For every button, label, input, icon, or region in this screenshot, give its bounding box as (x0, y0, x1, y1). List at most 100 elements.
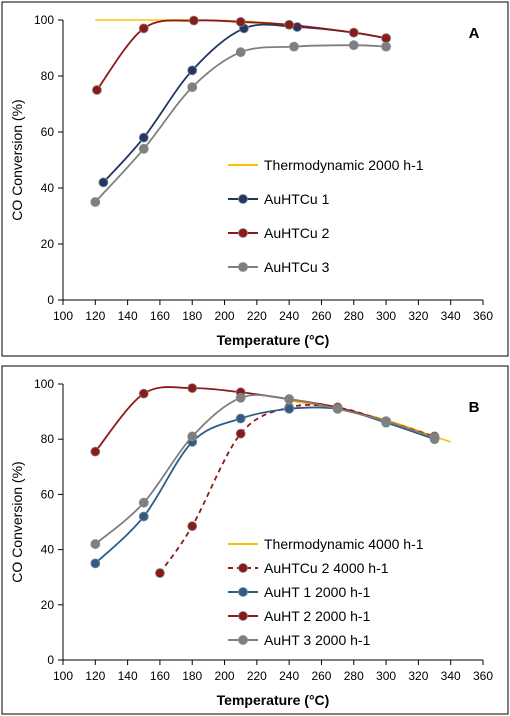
data-point (429, 432, 440, 443)
x-tick-label: 100 (53, 669, 73, 683)
y-tick-label: 20 (41, 237, 55, 251)
legend-label: AuHT 3 2000 h-1 (264, 632, 371, 648)
data-point (381, 41, 391, 52)
legend-label: AuHT 1 2000 h-1 (264, 584, 371, 600)
y-tick-label: 60 (41, 125, 55, 139)
y-tick-label: 0 (47, 293, 54, 307)
x-axis-label: Temperature (°C) (217, 692, 330, 708)
data-point (284, 394, 295, 405)
data-point (235, 17, 246, 27)
x-tick-label: 100 (53, 309, 73, 323)
data-point (235, 392, 246, 403)
data-point (92, 85, 102, 95)
data-point (138, 132, 149, 143)
legend-label: Thermodynamic 4000 h-1 (264, 536, 424, 552)
data-point (289, 41, 299, 52)
x-tick-label: 340 (441, 669, 461, 683)
y-tick-label: 40 (41, 543, 55, 557)
data-point (187, 65, 198, 76)
legend-label: Thermodynamic 2000 h-1 (264, 157, 424, 173)
y-axis-label: CO Conversion (%) (9, 461, 25, 582)
data-point (90, 446, 101, 457)
x-tick-label: 340 (441, 309, 461, 323)
data-point (332, 403, 343, 414)
x-tick-label: 120 (85, 669, 105, 683)
x-tick-label: 220 (247, 309, 267, 323)
data-point (284, 403, 295, 414)
x-tick-label: 280 (344, 669, 364, 683)
legend-swatch-marker (238, 262, 248, 272)
data-point (235, 428, 246, 439)
x-tick-label: 160 (150, 669, 170, 683)
x-tick-label: 140 (118, 309, 138, 323)
legend-label: AuHT 2 2000 h-1 (264, 608, 371, 624)
legend-swatch-marker (238, 194, 248, 204)
data-point (187, 383, 198, 394)
x-tick-label: 180 (182, 309, 202, 323)
y-tick-label: 60 (41, 487, 55, 501)
data-point (138, 23, 149, 34)
panel-b: 100 120 140 160 180 200 220 240 260 280 300 320 340 3… (1, 365, 509, 715)
x-tick-label: 200 (215, 309, 235, 323)
panel-label: A (469, 25, 480, 42)
data-point (235, 47, 246, 58)
legend-swatch-marker (238, 563, 248, 573)
legend-swatch-marker (238, 611, 248, 621)
x-tick-label: 300 (376, 309, 396, 323)
data-point (381, 416, 391, 427)
data-point (187, 431, 198, 442)
data-point (187, 82, 198, 93)
x-tick-label: 260 (311, 669, 331, 683)
x-tick-label: 140 (118, 669, 138, 683)
x-tick-label: 320 (408, 309, 428, 323)
x-tick-label: 180 (182, 669, 202, 683)
x-tick-label: 200 (215, 669, 235, 683)
data-point (348, 40, 359, 51)
data-point (98, 177, 109, 188)
x-tick-label: 120 (85, 309, 105, 323)
y-axis-label: CO Conversion (%) (9, 99, 25, 220)
data-point (138, 511, 149, 522)
x-tick-label: 240 (279, 309, 299, 323)
data-point (138, 143, 149, 154)
y-tick-label: 100 (34, 377, 54, 391)
y-tick-label: 20 (41, 598, 55, 612)
data-point (235, 413, 246, 424)
legend-swatch-marker (238, 228, 248, 238)
data-point (187, 521, 198, 532)
legend-swatch-marker (238, 587, 248, 597)
panel-frame (1, 365, 509, 715)
x-tick-label: 240 (279, 669, 299, 683)
y-tick-label: 80 (41, 69, 55, 83)
x-tick-label: 260 (311, 309, 331, 323)
x-tick-label: 220 (247, 669, 267, 683)
data-point (348, 27, 359, 38)
legend-label: AuHTCu 2 4000 h-1 (264, 560, 389, 576)
data-point (292, 22, 303, 32)
x-tick-label: 360 (473, 309, 493, 323)
y-tick-label: 100 (34, 13, 54, 27)
panel-label: B (469, 399, 480, 416)
legend-label: AuHTCu 2 (264, 225, 330, 241)
y-tick-label: 80 (41, 432, 55, 446)
x-tick-label: 360 (473, 669, 493, 683)
x-tick-label: 300 (376, 669, 396, 683)
y-tick-label: 0 (47, 653, 54, 667)
legend-label: AuHTCu 1 (264, 191, 330, 207)
data-point (90, 197, 101, 207)
x-axis-label: Temperature (°C) (217, 332, 330, 348)
legend-label: AuHTCu 3 (264, 259, 330, 275)
data-point (90, 539, 101, 549)
panel-a: 100 120 140 160 180 200 220 240 260 280 300 320 340 3… (1, 1, 509, 357)
data-point (155, 568, 165, 578)
data-point (138, 388, 149, 399)
data-point (138, 497, 149, 508)
x-tick-label: 280 (344, 309, 364, 323)
panel-frame (1, 1, 509, 357)
x-tick-label: 320 (408, 669, 428, 683)
data-point (284, 19, 295, 30)
data-point (90, 558, 101, 569)
data-point (381, 33, 391, 44)
legend-swatch-marker (238, 635, 248, 645)
